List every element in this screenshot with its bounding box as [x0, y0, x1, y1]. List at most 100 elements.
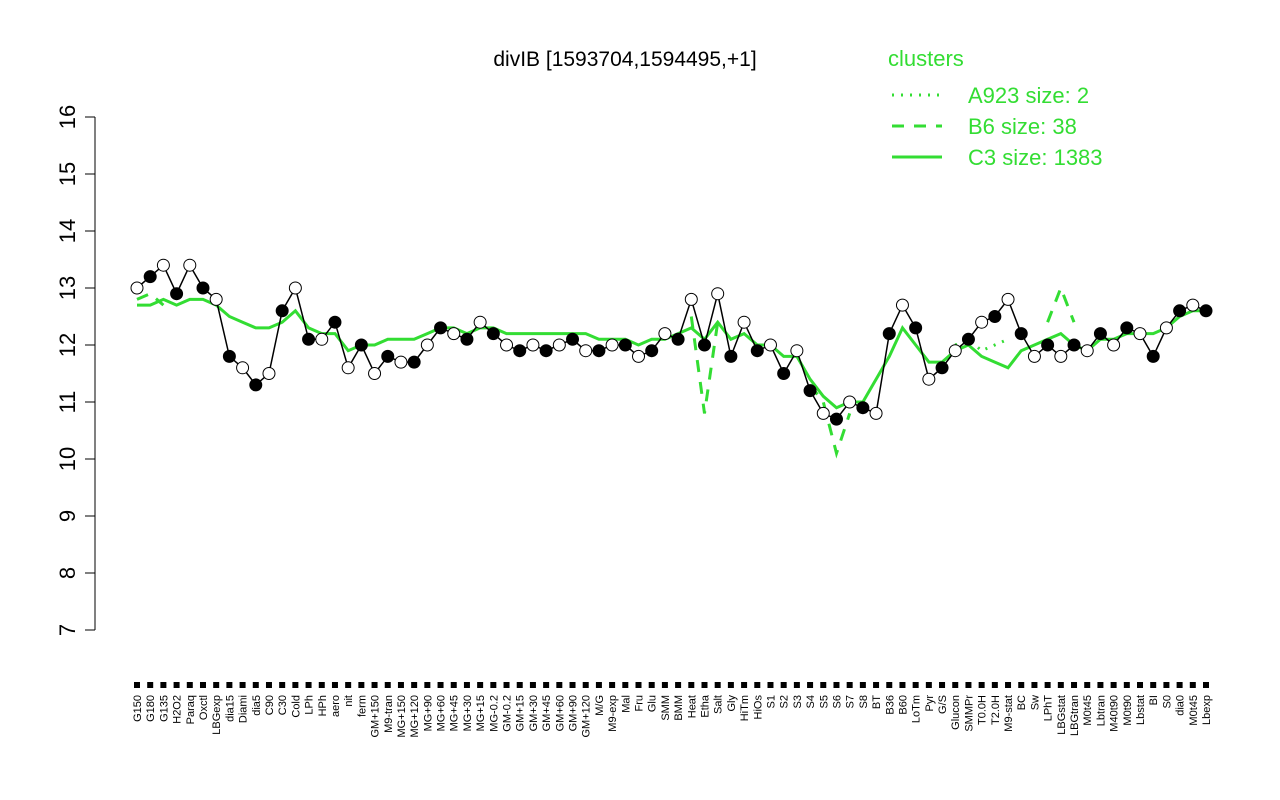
x-tick: [1031, 682, 1038, 688]
x-tick-label: S6: [831, 695, 843, 708]
x-tick-label: HiOs: [752, 695, 764, 720]
x-tick-label: Lbtran: [1095, 695, 1107, 726]
data-point: [1080, 344, 1094, 358]
data-point: [592, 344, 606, 358]
data-point: [909, 321, 923, 335]
x-tick-label: B36: [884, 695, 896, 715]
x-tick: [780, 682, 787, 688]
data-point: [486, 327, 500, 341]
x-tick-label: dia15: [224, 695, 236, 722]
data-point: [829, 412, 843, 426]
data-point: [988, 310, 1002, 323]
data-point: [618, 338, 632, 352]
x-tick: [635, 682, 642, 688]
y-tick-label: 16: [55, 105, 80, 129]
x-tick-label: BI: [1148, 695, 1160, 705]
x-tick-label: M/G: [594, 695, 606, 716]
x-tick: [252, 682, 259, 688]
data-point: [869, 406, 883, 420]
data-point: [288, 281, 302, 295]
data-point: [1186, 298, 1200, 312]
data-point: [684, 292, 698, 306]
x-tick-label: ferm: [356, 695, 368, 717]
data-point: [895, 298, 909, 312]
x-tick-label: MG-0.2: [488, 695, 500, 732]
x-tick: [793, 682, 800, 688]
x-tick: [411, 682, 418, 688]
x-tick-label: MG+45: [449, 695, 461, 731]
data-point: [961, 332, 975, 346]
x-tick-label: GM-0.2: [502, 695, 514, 732]
x-tick-label: aero: [330, 695, 342, 717]
x-tick-label: Glu: [647, 695, 659, 712]
data-point: [460, 332, 474, 346]
data-point: [1041, 338, 1055, 352]
data-point: [341, 361, 355, 375]
x-tick: [213, 682, 220, 688]
x-tick-label: dia0: [1175, 695, 1187, 716]
x-tick: [1137, 682, 1144, 688]
x-tick-label: Glucon: [950, 695, 962, 730]
data-point: [975, 315, 989, 329]
data-point: [183, 258, 197, 272]
x-tick: [991, 682, 998, 688]
x-tick: [424, 682, 431, 688]
data-point: [935, 361, 949, 375]
data-point: [566, 332, 580, 346]
data-point: [1146, 349, 1160, 363]
y-tick-label: 11: [55, 391, 80, 414]
data-point: [658, 327, 672, 341]
x-tick-label: Paraq: [185, 695, 197, 724]
data-point: [724, 349, 738, 363]
x-tick: [147, 682, 154, 688]
x-tick-label: M9-tran: [383, 695, 395, 733]
y-tick-label: 9: [55, 510, 80, 522]
x-tick: [265, 682, 272, 688]
x-tick: [846, 682, 853, 688]
x-tick: [1189, 682, 1196, 688]
x-tick-label: LBGtran: [1069, 695, 1081, 736]
data-point: [763, 338, 777, 352]
x-tick-label: Sw: [1029, 695, 1041, 710]
x-tick: [965, 682, 972, 688]
data-point: [711, 287, 725, 301]
x-tick: [1110, 682, 1117, 688]
x-tick-label: HPh: [317, 695, 329, 716]
x-tick: [173, 682, 180, 688]
x-tick-label: M0t90: [1122, 695, 1134, 726]
x-tick-label: Fru: [634, 695, 646, 712]
x-tick: [1084, 682, 1091, 688]
x-tick-label: S7: [845, 695, 857, 708]
x-tick: [239, 682, 246, 688]
data-point: [1173, 304, 1187, 318]
x-tick: [820, 682, 827, 688]
data-point: [882, 327, 896, 341]
x-tick-label: Diami: [238, 695, 250, 723]
legend-label: C3 size: 1383: [968, 145, 1103, 170]
data-point: [130, 281, 144, 295]
x-tick-label: GM+45: [541, 695, 553, 731]
y-tick-label: 15: [55, 162, 80, 186]
x-tick: [477, 682, 484, 688]
data-point: [394, 355, 408, 369]
x-tick: [675, 682, 682, 688]
data-point: [156, 258, 170, 272]
x-tick: [886, 682, 893, 688]
x-tick-label: M40t90: [1109, 695, 1121, 732]
data-point: [170, 287, 184, 301]
data-point: [1199, 304, 1213, 318]
data-point: [196, 281, 210, 295]
x-tick-label: MG+15: [475, 695, 487, 731]
x-tick-label: LBGexp: [211, 695, 223, 735]
data-point: [777, 367, 791, 380]
x-tick: [925, 682, 932, 688]
data-point: [843, 395, 857, 409]
x-tick: [569, 682, 576, 688]
cluster-line: [136, 283, 1076, 459]
data-point: [209, 292, 223, 306]
data-point: [1014, 327, 1028, 341]
x-tick: [490, 682, 497, 688]
x-tick-label: S4: [805, 695, 817, 708]
data-point: [447, 327, 461, 341]
data-point: [922, 372, 936, 386]
